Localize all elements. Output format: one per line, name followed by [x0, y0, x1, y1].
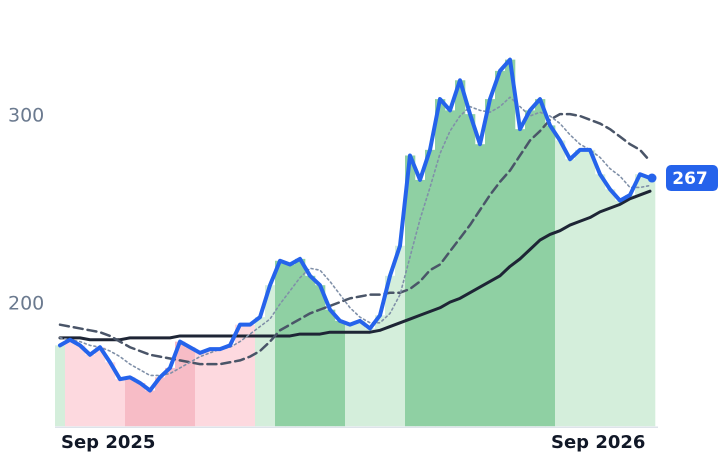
regime-bar: [165, 367, 176, 427]
last-point: [647, 173, 657, 183]
regime-bar: [175, 341, 186, 427]
regime-bar: [615, 200, 626, 427]
regime-bar: [485, 99, 496, 427]
regime-bar: [635, 174, 646, 427]
regime-bar: [365, 328, 376, 427]
regime-bar: [325, 309, 336, 427]
regime-bar: [255, 317, 266, 427]
value-badge: [666, 165, 718, 192]
regime-bar: [475, 144, 486, 427]
regime-bar: [225, 345, 236, 427]
regime-bar: [435, 99, 446, 427]
series-line: [59, 96, 651, 377]
regime-bar: [565, 159, 576, 427]
regime-bar: [125, 377, 136, 427]
regime-bar: [345, 324, 356, 427]
regime-bar: [285, 264, 296, 427]
lines: [58, 57, 652, 393]
regime-bar: [95, 347, 106, 427]
series-line: [58, 189, 652, 342]
regime-bar: [385, 275, 396, 427]
x-tick-label: Sep 2026: [551, 432, 645, 453]
regime-bar: [85, 354, 96, 427]
regime-bar: [205, 349, 216, 427]
regime-bar: [545, 125, 556, 427]
regime-bar: [455, 80, 466, 427]
regime-bar: [575, 149, 586, 427]
regime-bar: [305, 275, 316, 427]
regime-bar: [525, 110, 536, 427]
regime-bar: [195, 352, 206, 427]
regime-bar: [595, 174, 606, 427]
regime-bar: [375, 315, 386, 427]
regime-bar: [335, 320, 346, 427]
regime-bar: [235, 324, 246, 427]
regime-bars: [55, 59, 656, 427]
regime-bar: [135, 382, 146, 427]
regime-bar: [445, 110, 456, 427]
regime-bar: [65, 339, 76, 427]
regime-bar: [155, 377, 166, 427]
value-label: 267: [672, 169, 708, 189]
regime-bar: [275, 260, 286, 427]
regime-bar: [295, 258, 306, 427]
x-tick-label: Sep 2025: [61, 432, 155, 453]
regime-bar: [605, 189, 616, 427]
regime-bar: [465, 114, 476, 427]
series-line: [58, 112, 652, 366]
regime-bar: [75, 345, 86, 427]
regime-bar: [505, 59, 516, 427]
regime-bar: [515, 129, 526, 427]
series-line: [58, 57, 652, 393]
regime-bar: [355, 320, 366, 427]
regime-bar: [415, 179, 426, 427]
regime-bar: [405, 155, 416, 427]
y-tick-label: 300: [8, 105, 44, 127]
regime-bar: [495, 70, 506, 427]
regime-bar: [535, 99, 546, 427]
regime-bar: [645, 178, 656, 427]
regime-bar: [265, 285, 276, 427]
regime-bar: [585, 149, 596, 427]
regime-bar: [625, 194, 636, 427]
regime-bar: [245, 324, 256, 427]
regime-bar: [395, 245, 406, 427]
regime-bar: [215, 349, 226, 427]
regime-bar: [55, 345, 66, 427]
regime-bar: [315, 285, 326, 427]
y-tick-label: 200: [8, 293, 44, 315]
regime-bar: [185, 347, 196, 427]
regime-bar: [425, 149, 436, 427]
regime-bar: [105, 362, 116, 427]
regime-bar: [115, 379, 126, 427]
regime-bar: [145, 390, 156, 427]
regime-bar: [555, 140, 566, 427]
